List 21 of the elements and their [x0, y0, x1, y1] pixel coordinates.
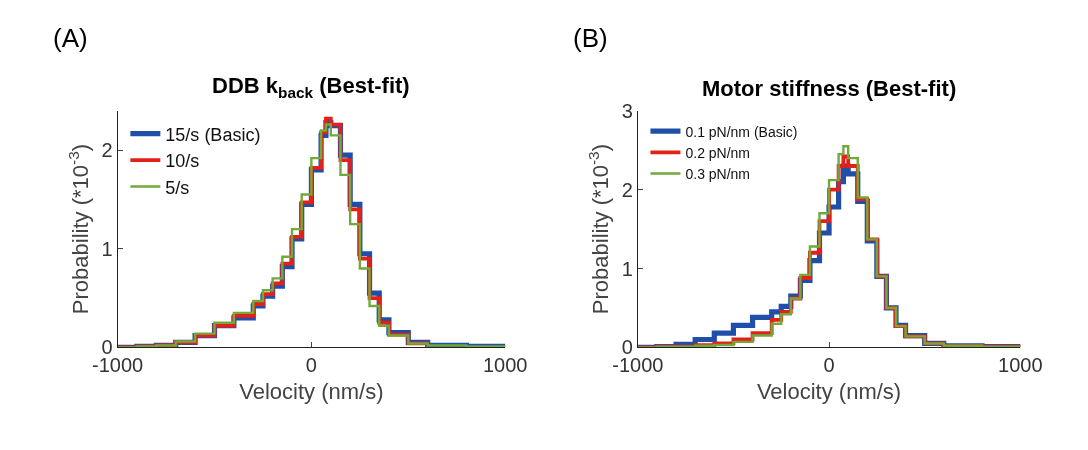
legend-label: 15/s (Basic)	[165, 124, 261, 145]
x-axis-title: Velocity (nm/s)	[239, 379, 384, 405]
x-axis-title: Velocity (nm/s)	[756, 379, 902, 405]
y-tick-label: 2	[621, 178, 633, 201]
chart-title: DDB k$_{back}$ (Best-fit)	[212, 73, 410, 101]
legend-label: 0.3 pN/nm	[685, 165, 751, 182]
legend-label: 10/s	[165, 151, 200, 172]
text: (A)	[53, 23, 88, 53]
chart-title: Motor stiffness (Best-fit)	[702, 76, 957, 101]
x-tick-label: 1000	[998, 354, 1043, 377]
legend-label: 5/s	[165, 177, 190, 198]
y-tick-label: 3	[621, 99, 633, 122]
x-tick-label: 0	[305, 354, 317, 377]
text: (B)	[573, 23, 608, 53]
y-tick-label: 1	[101, 237, 113, 260]
x-tick-label: 0	[823, 354, 835, 377]
y-tick-label: 1	[621, 257, 633, 280]
legend-label: 0.2 pN/nm	[685, 144, 751, 161]
x-tick-label: 1000	[482, 354, 528, 377]
legend-label: 0.1 pN/nm (Basic)	[685, 123, 798, 140]
y-tick-label: 2	[101, 139, 113, 162]
